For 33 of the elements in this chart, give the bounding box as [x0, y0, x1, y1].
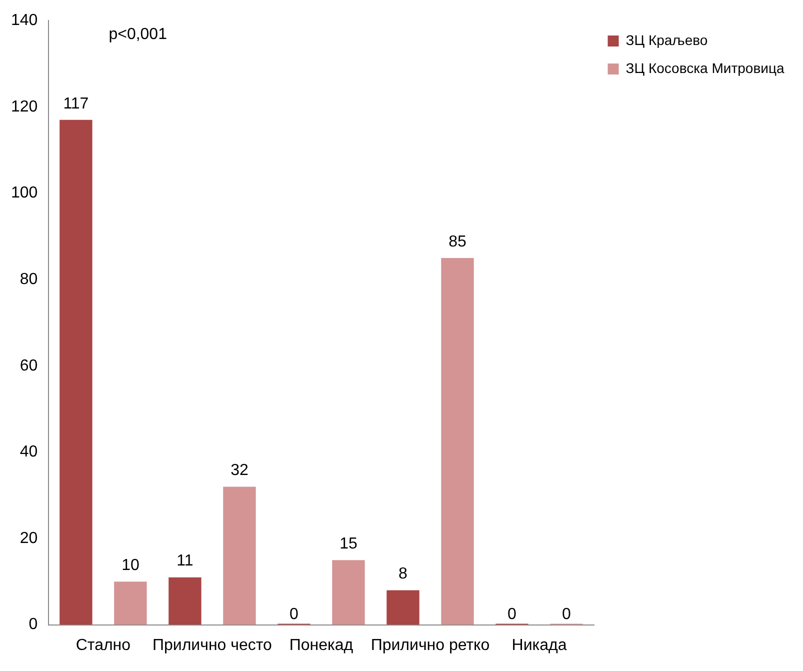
x-tick-label: Прилично често [152, 636, 272, 654]
data-label: 0 [290, 606, 299, 624]
annotation: p<0,001 [108, 26, 168, 44]
data-label: 32 [230, 462, 248, 480]
x-tick-label: Никада [512, 636, 567, 654]
data-label: 15 [340, 535, 358, 552]
data-label: 10 [122, 557, 140, 574]
x-tick-label: Понекад [289, 636, 354, 654]
y-tick-label: 80 [20, 270, 38, 288]
legend-label: ЗЦ Косовска Митровица [626, 60, 784, 76]
bar [60, 120, 92, 625]
data-label: 11 [176, 552, 194, 570]
x-tick-label: Стално [76, 636, 131, 654]
bar [114, 582, 147, 625]
y-tick-label: 140 [10, 12, 38, 30]
bar [168, 577, 202, 625]
data-label: 8 [398, 566, 408, 583]
data-label: 85 [448, 233, 466, 250]
y-tick-label: 20 [20, 530, 38, 547]
bar [332, 560, 365, 625]
y-tick-label: 60 [20, 357, 38, 374]
y-tick-label: 40 [20, 444, 38, 461]
data-label: 117 [63, 95, 89, 112]
data-label: 0 [562, 606, 572, 624]
bar [441, 258, 474, 625]
data-label: 0 [508, 606, 517, 624]
y-tick-label: 120 [10, 98, 38, 116]
y-tick-label: 100 [10, 184, 38, 202]
bar [223, 486, 256, 625]
y-tick-label: 0 [28, 616, 38, 634]
bar [386, 590, 420, 625]
x-tick-label: Прилично ретко [370, 636, 490, 654]
legend-label: ЗЦ Краљево [626, 32, 708, 48]
